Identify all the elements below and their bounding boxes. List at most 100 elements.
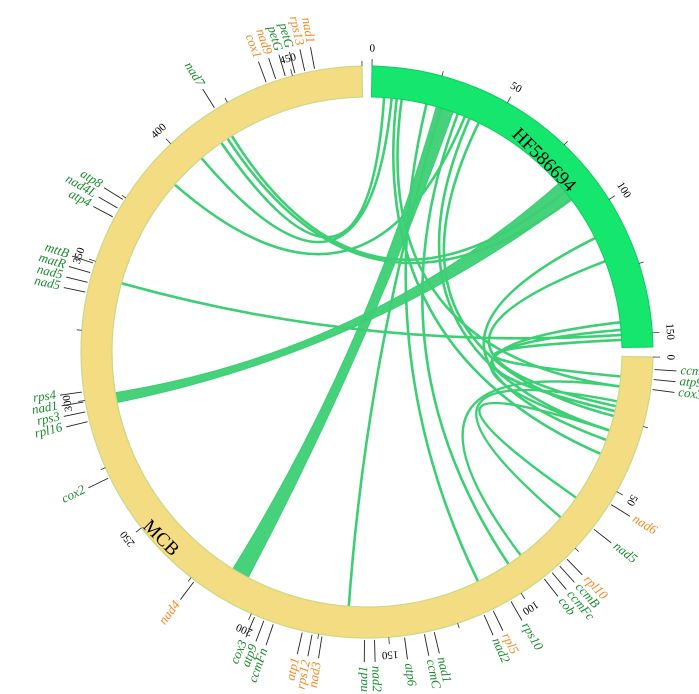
gene-leader [654, 369, 677, 372]
gene-leader [59, 391, 82, 396]
hf586694-tick [638, 261, 644, 264]
hf586694-tick-label: 100 [614, 180, 633, 201]
mcb-tick [121, 194, 127, 199]
hf586694-tick-label: 0 [369, 43, 375, 55]
synteny-link [404, 103, 480, 583]
gene-leader [63, 287, 86, 293]
gene-leader [559, 565, 575, 583]
gene-leader [652, 389, 675, 393]
mcb-tick [78, 399, 86, 402]
gene-label: petG [276, 20, 297, 50]
gene-label: ccmFn [680, 362, 699, 379]
mcb-tick-label: 0 [664, 354, 676, 360]
gene-leader [72, 255, 94, 264]
hf586694-tick [608, 195, 616, 200]
mcb-tick [88, 258, 96, 262]
gene-leader [180, 581, 195, 600]
synteny-link [396, 99, 620, 388]
gene-label: mttB [43, 239, 71, 261]
gene-leader [278, 54, 286, 76]
gene-leader [551, 572, 567, 590]
mcb-tick-label: 350 [71, 246, 88, 266]
hf586694-arc [370, 65, 654, 349]
gene-label: nad4 [155, 597, 183, 627]
mcb-tick [457, 623, 460, 629]
hf586694-tick [506, 96, 512, 103]
synteny-link [220, 97, 386, 239]
gene-label: rps4 [32, 387, 57, 405]
gene-label: ccmC [424, 658, 445, 690]
gene-leader [66, 276, 88, 283]
gene-leader [543, 578, 559, 597]
mcb-tick-label: 150 [381, 648, 399, 661]
mcb-tick [290, 69, 293, 76]
mcb-tick [248, 613, 252, 621]
mcb-tick-label: 250 [118, 528, 138, 549]
synteny-link [489, 321, 621, 432]
mcb-tick [317, 633, 320, 639]
gene-label: rps13 [287, 15, 308, 48]
gene-leader [483, 614, 494, 636]
gene-leader [88, 477, 109, 489]
synteny-link [478, 401, 610, 499]
gene-leader [258, 61, 267, 83]
gene-leader [492, 610, 504, 631]
gene-leader [93, 206, 113, 218]
gene-leader [610, 504, 631, 517]
hf586694-tick [441, 71, 444, 77]
synteny-link [461, 380, 620, 557]
hf586694-tick-label: 150 [663, 323, 676, 341]
mcb-tick [616, 491, 623, 496]
hf586694-tick-label: 50 [508, 80, 524, 96]
gene-annotations: nad1rps13petGpetGnad9cox1nad7atp8nad4Lat… [31, 15, 699, 693]
gene-leader [288, 51, 296, 74]
gene-label: petG [265, 23, 287, 53]
synteny-link [173, 116, 467, 256]
gene-label: nad5 [36, 261, 65, 282]
gene-leader [404, 637, 408, 660]
gene-label: nad1 [31, 398, 59, 417]
gene-label: rps10 [519, 619, 547, 653]
gene-label: nad2 [369, 666, 385, 693]
gene-leader [61, 401, 84, 407]
mcb-tick [135, 527, 142, 533]
mcb-tick-label: 200 [234, 621, 254, 639]
gene-leader [296, 632, 303, 655]
mcb-tick-label: 50 [624, 492, 640, 508]
mcb-tick [520, 592, 526, 600]
synteny-link [121, 281, 622, 340]
segment-arcs [80, 65, 654, 639]
gene-label: matR [37, 249, 68, 271]
gene-leader [103, 187, 124, 200]
mcb-tick [574, 547, 580, 552]
gene-label: nad1 [434, 655, 455, 684]
gene-label: cox2 [59, 481, 88, 505]
gene-label: atp1 [282, 656, 302, 682]
gene-label: rps12 [293, 658, 313, 690]
mcb-tick-label: 100 [520, 598, 541, 617]
mcb-arc [80, 65, 654, 639]
gene-leader [653, 379, 676, 383]
gene-leader [255, 620, 265, 642]
synteny-ribbons [114, 105, 572, 579]
gene-label: nad6 [630, 511, 660, 538]
synteny-link [493, 338, 622, 378]
synteny-link [421, 113, 510, 565]
gene-label: nad5 [611, 538, 641, 566]
gene-label: nad7 [182, 59, 209, 89]
gene-leader [307, 634, 313, 657]
gene-label: cox3 [678, 384, 699, 402]
mcb-tick-label: 400 [149, 121, 170, 141]
gene-leader [245, 616, 255, 638]
segment-ticks: 0 50 100 150 0 50 100 150 200 250 300 350 400 450 [61, 43, 677, 662]
mcb-tick [165, 138, 172, 145]
mcb-tick-label: 300 [61, 394, 76, 413]
gene-leader [374, 639, 376, 662]
mcb-tick [388, 637, 390, 645]
gene-leader [310, 47, 315, 69]
gene-label: rpl16 [33, 419, 64, 440]
synteny-ribbon [232, 105, 454, 579]
gene-leader [566, 558, 583, 576]
gene-leader [423, 634, 430, 656]
